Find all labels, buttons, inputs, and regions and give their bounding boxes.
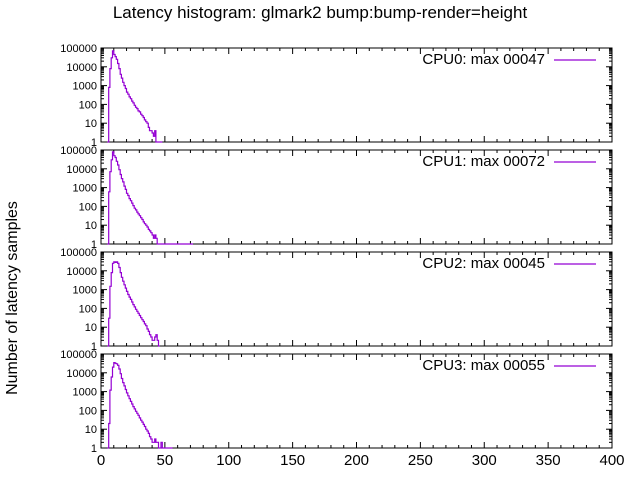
- y-tick-label: 100000: [60, 43, 97, 55]
- y-tick-label: 10: [85, 322, 97, 334]
- x-tick-label: 150: [280, 452, 305, 469]
- x-tick-label: 100: [216, 452, 241, 469]
- y-tick-label: 1000: [73, 285, 97, 297]
- y-tick-label: 10000: [66, 164, 97, 176]
- y-tick-label: 1: [91, 341, 97, 353]
- x-tick-label: 250: [408, 452, 433, 469]
- y-tick-label: 1000: [73, 183, 97, 195]
- x-tick-label: 350: [536, 452, 561, 469]
- legend-label: CPU0: max 00047: [422, 51, 545, 68]
- panel-cpu2: 1 10 100 1000 10000 100000 CPU2: max 00045: [60, 247, 613, 353]
- y-tick-label: 1: [91, 443, 97, 455]
- legend-label: CPU2: max 00045: [422, 255, 545, 272]
- y-tick-label: 10000: [66, 368, 97, 380]
- y-axis-label: Number of latency samples: [4, 201, 21, 395]
- x-axis: 0 50 100 150 200 250 300 350 400: [97, 452, 625, 469]
- y-tick-label: 100: [79, 405, 97, 417]
- y-tick-label: 1: [91, 137, 97, 149]
- y-tick-label: 10000: [66, 266, 97, 278]
- y-tick-label: 1000: [73, 81, 97, 93]
- y-tick-label: 100000: [60, 349, 97, 361]
- y-tick-label: 100: [79, 201, 97, 213]
- panel-cpu3: 1 10 100 1000 10000 100000 CPU3: max 00055: [60, 349, 613, 455]
- y-tick-label: 10: [85, 118, 97, 130]
- y-tick-label: 10: [85, 220, 97, 232]
- y-tick-label: 10: [85, 424, 97, 436]
- x-tick-label: 0: [97, 452, 105, 469]
- x-tick-label: 300: [472, 452, 497, 469]
- x-tick-label: 200: [344, 452, 369, 469]
- histogram-series: [107, 50, 163, 143]
- y-tick-label: 100: [79, 303, 97, 315]
- histogram-series: [107, 362, 173, 449]
- x-tick-label: 50: [157, 452, 174, 469]
- y-tick-label: 1000: [73, 387, 97, 399]
- panel-cpu0: 1 10 100 1000 10000 100000 CPU0: max 00047: [60, 43, 613, 149]
- panel-cpu1: 1 10 100 1000 10000 100000 CPU1: max 00072: [60, 145, 613, 251]
- histogram-series: [107, 151, 193, 245]
- y-tick-label: 100: [79, 99, 97, 111]
- x-tick-label: 400: [599, 452, 624, 469]
- legend-label: CPU3: max 00055: [422, 357, 545, 374]
- histogram-series: [107, 261, 160, 347]
- y-tick-label: 1: [91, 239, 97, 251]
- y-tick-label: 10000: [66, 62, 97, 74]
- y-tick-label: 100000: [60, 145, 97, 157]
- legend-label: CPU1: max 00072: [422, 153, 545, 170]
- y-tick-label: 100000: [60, 247, 97, 259]
- chart-title: Latency histogram: glmark2 bump:bump-ren…: [113, 3, 528, 22]
